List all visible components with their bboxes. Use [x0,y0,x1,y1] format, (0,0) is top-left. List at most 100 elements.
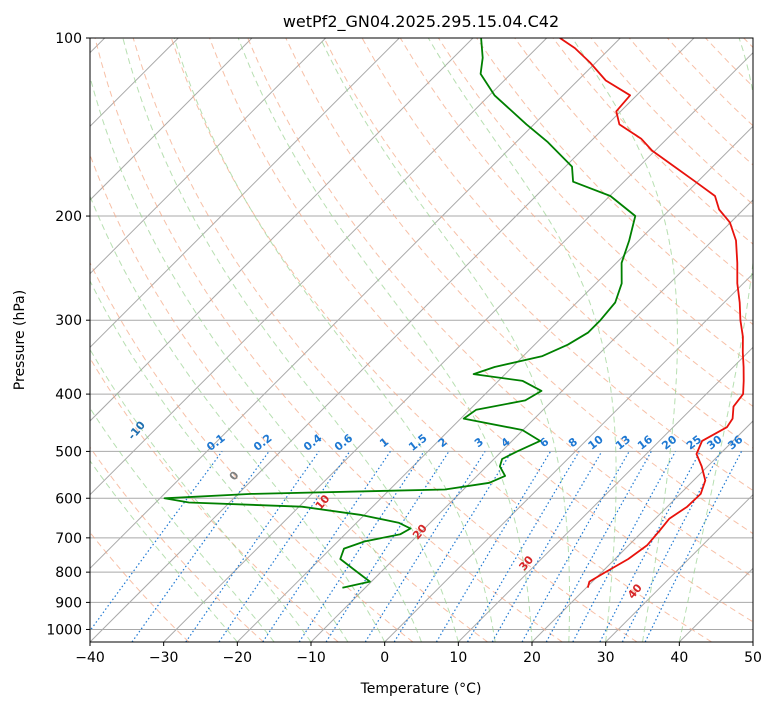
isotherm-line [90,38,400,349]
x-tick-label: 30 [597,650,615,666]
y-tick-label: 200 [55,209,82,225]
dry-adiabat-line [94,38,563,642]
dry-adiabat-line [247,38,753,578]
mixing-ratio-line [644,451,743,642]
y-tick-label: 300 [55,313,82,329]
dry-adiabat-label: -10 [125,418,148,442]
mixing-ratio-line [262,451,391,642]
mixing-ratio-line [218,451,351,642]
mixing-ratio-label: 10 [586,433,606,453]
mixing-ratio-label: 36 [725,433,745,453]
y-tick-label: 600 [55,491,82,507]
mixing-ratio-line [325,451,450,642]
y-tick-label: 800 [55,565,82,581]
x-tick-label: 10 [449,650,467,666]
mixing-ratio-line [521,451,630,642]
mixing-ratio-label: 0.4 [301,431,325,453]
dry-adiabat-line [476,38,753,326]
mixing-ratio-line [298,451,425,642]
mixing-ratio-line [572,451,677,642]
dry-adiabat-line [514,38,753,285]
dry-adiabat-line [285,38,753,535]
x-tick-label: −40 [75,650,105,666]
mixing-ratio-label: 8 [566,435,580,450]
sounding-profiles [163,38,745,589]
x-tick-label: 50 [744,650,762,666]
mixing-ratio-label: 1 [377,435,391,450]
isotherm-line [90,38,621,570]
y-tick-label: 900 [55,595,82,611]
mixing-ratio-line [545,451,652,642]
dry-adiabat-line [90,531,190,642]
moist-adiabat-line [122,38,459,642]
mixing-ratio-line [599,451,701,642]
isotherm-line [90,38,695,642]
mixing-ratio-line [90,451,223,632]
isotherm-line [678,567,753,642]
y-tick-label: 400 [55,387,82,403]
isotherm-line [457,346,753,642]
plot-frame [89,37,754,643]
dry-adiabat-label: 0 [227,469,242,483]
mixing-ratio-line [621,451,722,642]
dry-adiabat-line [90,153,488,642]
x-tick-label: −10 [296,650,326,666]
mixing-ratio-label: 16 [635,433,655,453]
isotherm-line [310,199,753,642]
isotherm-line [384,272,753,642]
dry-adiabat-line [170,38,712,642]
mixing-ratio-line [393,451,513,642]
y-axis-ticks: 100 200 300 400 500 600 700 800 900 1000 [46,31,90,638]
isotherm-line [90,38,474,422]
background-lines [90,38,753,642]
moist-adiabat-line [173,38,496,642]
y-tick-label: 500 [55,444,82,460]
x-tick-label: 40 [670,650,688,666]
isotherm-line [90,38,548,496]
dry-adiabat-line [667,38,753,127]
moist-adiabat-line [237,38,533,642]
mixing-ratio-label: 0.6 [332,431,356,453]
mixing-ratio-line [364,451,486,642]
dry-adiabat-line [90,446,264,642]
mixing-ratio-line [185,451,320,642]
isotherm-line [531,420,753,642]
dry-adiabat-line [209,38,753,623]
dry-adiabat-line [90,357,339,642]
x-axis-label: Temperature (°C) [360,681,482,697]
moist-adiabat-line [571,38,678,642]
isotherm-line [163,51,753,642]
y-axis-label: Pressure (hPa) [12,290,28,390]
dry-adiabat-line [590,38,753,206]
x-tick-label: 20 [523,650,541,666]
dry-adiabat-line [132,38,638,642]
dry-adiabat-line [552,38,753,245]
mixing-ratio-line [466,451,580,642]
isopleth-labels: 0.10.20.40.611.52346810131620253036-100-… [0,367,745,601]
moist-adiabat-line [90,407,275,642]
isotherm-line [752,641,753,642]
isotherm-line [236,125,753,642]
isotherm-line [90,38,327,275]
dry-adiabat-label: 30 [516,553,536,573]
isotherm-line [605,493,753,642]
y-tick-label: 100 [55,31,82,47]
mixing-ratio-label: 30 [705,433,725,453]
dry-adiabat-line [705,38,753,88]
moist-adiabat-line [319,38,570,642]
dry-adiabat-label: -30 [0,367,1,391]
y-tick-label: 700 [55,531,82,547]
isotherm-line [90,38,253,201]
dry-adiabat-line [90,261,414,642]
x-tick-label: −20 [223,650,253,666]
moist-adiabat-line [90,74,422,642]
x-tick-label: −30 [149,650,179,666]
mixing-ratio-label: 2 [436,435,450,450]
chart-title: wetPf2_GN04.2025.295.15.04.C42 [283,12,559,32]
moist-adiabat-line [427,38,617,642]
moist-adiabat-line [90,348,312,642]
y-tick-label: 1000 [46,622,82,638]
dry-adiabat-label: 40 [625,581,645,601]
dry-adiabat-line [323,38,753,492]
